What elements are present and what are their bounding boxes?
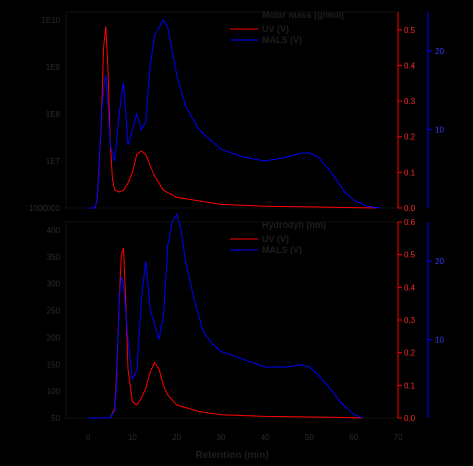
left-tick-label: 150 bbox=[47, 360, 61, 369]
mals-series-line bbox=[88, 212, 363, 419]
uv-tick-label: 0.4 bbox=[404, 61, 416, 70]
uv-series-line bbox=[88, 247, 363, 419]
legend-label: UV (V) bbox=[262, 234, 289, 244]
mals-tick-label: 10 bbox=[435, 336, 444, 345]
mals-tick-label: 20 bbox=[435, 257, 444, 266]
x-tick-label: 30 bbox=[216, 433, 225, 442]
uv-tick-label: 0.4 bbox=[404, 283, 416, 292]
uv-tick-label: 0.0 bbox=[404, 204, 416, 213]
x-tick-label: 50 bbox=[305, 433, 314, 442]
uv-tick-label: 0.3 bbox=[404, 97, 416, 106]
x-tick-label: 10 bbox=[128, 433, 137, 442]
legend-label: UV (V) bbox=[262, 24, 289, 34]
left-tick-label: 300 bbox=[47, 280, 61, 289]
mals-tick-label: 10 bbox=[435, 126, 444, 135]
left-tick-label: 400 bbox=[47, 226, 61, 235]
uv-tick-label: 0.2 bbox=[404, 133, 416, 142]
uv-tick-label: 0.2 bbox=[404, 349, 416, 358]
left-tick-label: 350 bbox=[47, 253, 61, 262]
left-tick-label: 250 bbox=[47, 307, 61, 316]
uv-tick-label: 0.0 bbox=[404, 414, 416, 423]
left-tick-label: 1E9 bbox=[46, 63, 61, 72]
left-tick-label: 1E7 bbox=[46, 157, 61, 166]
left-tick-label: 1E10 bbox=[41, 16, 60, 25]
x-axis-label: Retention (min) bbox=[195, 450, 268, 461]
legend-label: MALS (V) bbox=[262, 245, 302, 255]
uv-series-line bbox=[88, 26, 376, 209]
legend-title: Hydrodyn (nm) bbox=[262, 220, 326, 230]
left-tick-label: 1E8 bbox=[46, 110, 61, 119]
left-tick-label: 100 bbox=[47, 387, 61, 396]
mals-series-line bbox=[88, 18, 381, 209]
uv-tick-label: 0.1 bbox=[404, 381, 416, 390]
left-tick-label: 200 bbox=[47, 333, 61, 342]
mals-tick-label: 20 bbox=[435, 47, 444, 56]
uv-tick-label: 0.6 bbox=[404, 218, 416, 227]
x-tick-label: 60 bbox=[349, 433, 358, 442]
legend-title: Molar mass (g/mol) bbox=[262, 10, 344, 20]
uv-tick-label: 0.1 bbox=[404, 168, 416, 177]
left-tick-label: 1000000 bbox=[29, 204, 61, 213]
x-tick-label: 40 bbox=[261, 433, 270, 442]
uv-tick-label: 0.3 bbox=[404, 316, 416, 325]
x-tick-label: 20 bbox=[172, 433, 181, 442]
x-tick-label: 0 bbox=[86, 433, 91, 442]
legend-label: MALS (V) bbox=[262, 35, 302, 45]
x-tick-label: 70 bbox=[394, 433, 403, 442]
uv-tick-label: 0.5 bbox=[404, 251, 416, 260]
uv-tick-label: 0.5 bbox=[404, 26, 416, 35]
left-tick-label: 50 bbox=[51, 414, 60, 423]
